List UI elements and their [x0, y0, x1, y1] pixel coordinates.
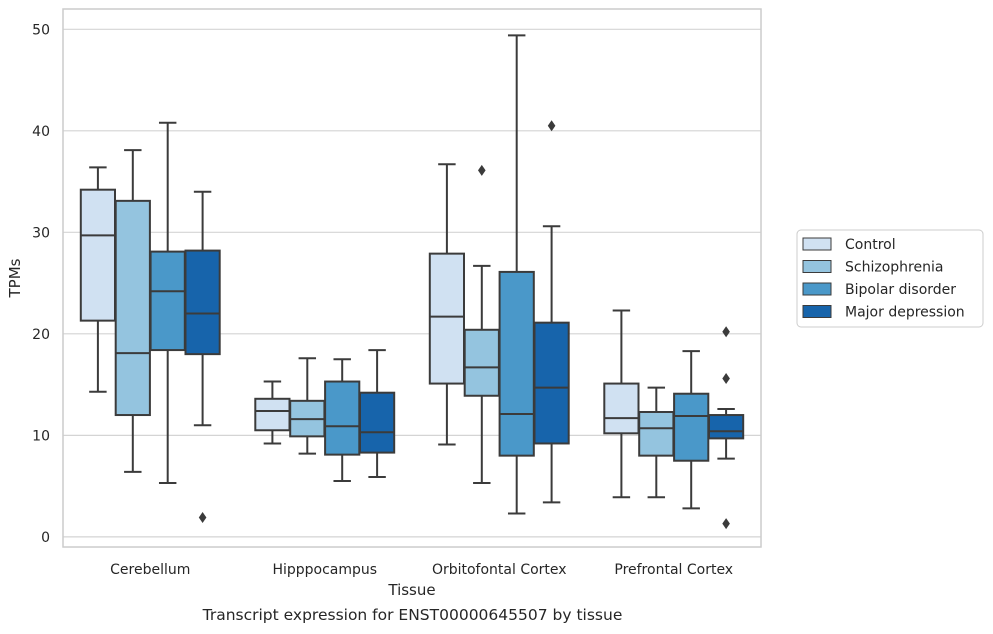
box-1-2 — [324, 358, 361, 483]
x-tick-label: Cerebellum — [110, 562, 190, 578]
y-tick-label: 50 — [32, 22, 50, 38]
legend-swatch — [802, 305, 832, 318]
y-tick-label: 10 — [32, 428, 50, 444]
box-iqr — [428, 252, 466, 385]
outlier-marker — [478, 164, 486, 176]
legend-label: Schizophrenia — [845, 260, 943, 276]
legend-frame — [796, 229, 984, 328]
box-1-0 — [254, 380, 291, 445]
x-tick-labels: Cerebellum Hipppocampus Orbitofontal Corte… — [110, 562, 733, 578]
box-0-0 — [79, 166, 117, 393]
box-3-1 — [638, 386, 675, 499]
box-3-0 — [603, 309, 640, 499]
box-iqr — [254, 397, 291, 432]
box-iqr — [114, 199, 151, 417]
box-iqr — [707, 414, 745, 440]
x-axis-label: Tissue — [387, 581, 435, 599]
outlier-marker — [198, 512, 207, 524]
box-iqr — [638, 410, 675, 457]
x-tick-label: Orbitofontal Cortex — [432, 562, 567, 578]
y-tick-label: 40 — [32, 124, 50, 140]
legend-label: Control — [845, 237, 896, 253]
x-tick-label: Hipppocampus — [272, 562, 377, 578]
legend: Control Schizophrenia Bipolar disorder Majo… — [796, 229, 984, 328]
legend-label: Bipolar disorder — [845, 282, 956, 298]
box-3-2 — [673, 350, 710, 510]
y-tick-label: 0 — [41, 530, 50, 546]
legend-label: Major depression — [845, 305, 965, 321]
y-axis-label: TPMs — [6, 258, 24, 298]
box-iqr — [79, 188, 117, 322]
figure-caption: Transcript expression for ENST0000064550… — [202, 606, 623, 624]
box-1-3 — [358, 349, 396, 478]
y-tick-label: 30 — [32, 225, 50, 241]
box-0-1 — [114, 149, 151, 473]
box-2-2 — [498, 34, 535, 515]
x-tick-label: Prefrontal Cortex — [614, 562, 733, 578]
box-iqr — [358, 391, 396, 454]
y-tick-label: 20 — [32, 327, 50, 343]
outlier-marker — [722, 518, 730, 530]
box-2-3 — [533, 120, 570, 504]
box-0-2 — [149, 121, 186, 485]
box-3-3 — [707, 326, 745, 530]
box-iqr — [498, 270, 535, 457]
y-tick-labels: 0 10 20 30 40 50 — [32, 22, 50, 546]
legend-swatch — [802, 260, 832, 273]
box-iqr — [463, 328, 500, 397]
box-iqr — [149, 250, 186, 352]
box-iqr — [603, 382, 640, 435]
box-2-1 — [463, 164, 500, 485]
outlier-marker — [722, 326, 730, 338]
plot-frame — [62, 8, 762, 548]
box-series — [79, 34, 745, 530]
box-1-1 — [289, 357, 326, 455]
outlier-marker — [547, 120, 556, 132]
box-0-3 — [184, 190, 221, 524]
box-2-0 — [428, 163, 466, 446]
legend-swatch — [802, 282, 832, 296]
box-iqr — [533, 321, 570, 445]
box-iqr — [673, 392, 710, 462]
outlier-marker — [722, 372, 730, 384]
legend-swatch — [802, 237, 832, 251]
box-iqr — [184, 249, 221, 356]
box-iqr — [324, 380, 361, 456]
